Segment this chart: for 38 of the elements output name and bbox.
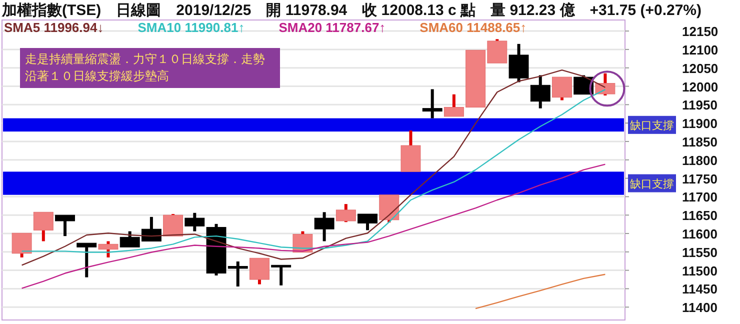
y-tick-label: 12000 bbox=[682, 79, 718, 94]
text: SMA5 11996.94↓ bbox=[4, 20, 104, 35]
text: SMA10 11990.81↑ bbox=[138, 20, 245, 35]
y-tick-label: 11850 bbox=[682, 134, 718, 150]
candlestick bbox=[12, 232, 32, 258]
candlestick bbox=[422, 89, 442, 118]
y-tick-label: 11700 bbox=[682, 190, 718, 205]
annotation: 走是持續量縮震盪．力守１０日線支撐．走勢沿著１０日線支撐緩步墊高 bbox=[20, 48, 280, 88]
y-tick-label: 11400 bbox=[682, 300, 718, 316]
y-tick-label: 12100 bbox=[682, 42, 718, 58]
candlestick bbox=[76, 242, 97, 278]
text: SMA20 11787.67↑ bbox=[278, 20, 386, 35]
candlestick bbox=[400, 130, 421, 172]
line-series bbox=[21, 164, 606, 289]
chart-title: 加權指數(TSE) 日線圖 2019/12/25 開 11978.94 收 12008.13 c 點 量 912.23 億 +31.75 (+0.27%) bbox=[1, 2, 702, 19]
candlestick bbox=[358, 214, 378, 230]
candlestick bbox=[271, 264, 292, 286]
line-series bbox=[474, 274, 606, 310]
y-tick-label: 11750 bbox=[682, 171, 718, 186]
y-tick-label: 11900 bbox=[682, 116, 718, 132]
candlestick bbox=[33, 212, 54, 242]
y-tick-label: 11500 bbox=[682, 263, 718, 278]
text: SMA60 11488.65↑ bbox=[420, 20, 527, 35]
y-tick-label: 11600 bbox=[682, 226, 718, 242]
y-tick-label: 11450 bbox=[682, 282, 718, 297]
y-tick-label: 11550 bbox=[682, 244, 718, 260]
y-tick-label: 11800 bbox=[682, 152, 718, 168]
y-tick-label: 11650 bbox=[682, 208, 718, 224]
candlestick bbox=[530, 75, 550, 108]
candlestick bbox=[250, 258, 270, 284]
y-tick-label: 12050 bbox=[682, 60, 718, 76]
candlestick bbox=[55, 214, 75, 236]
y-tick-label: 12150 bbox=[682, 24, 718, 40]
y-tick-label: 11950 bbox=[682, 98, 718, 113]
band-label: 缺口支撐 bbox=[630, 177, 674, 190]
band-label: 缺口支撐 bbox=[630, 118, 674, 132]
candlestick bbox=[163, 214, 184, 236]
candlestick bbox=[314, 212, 334, 242]
